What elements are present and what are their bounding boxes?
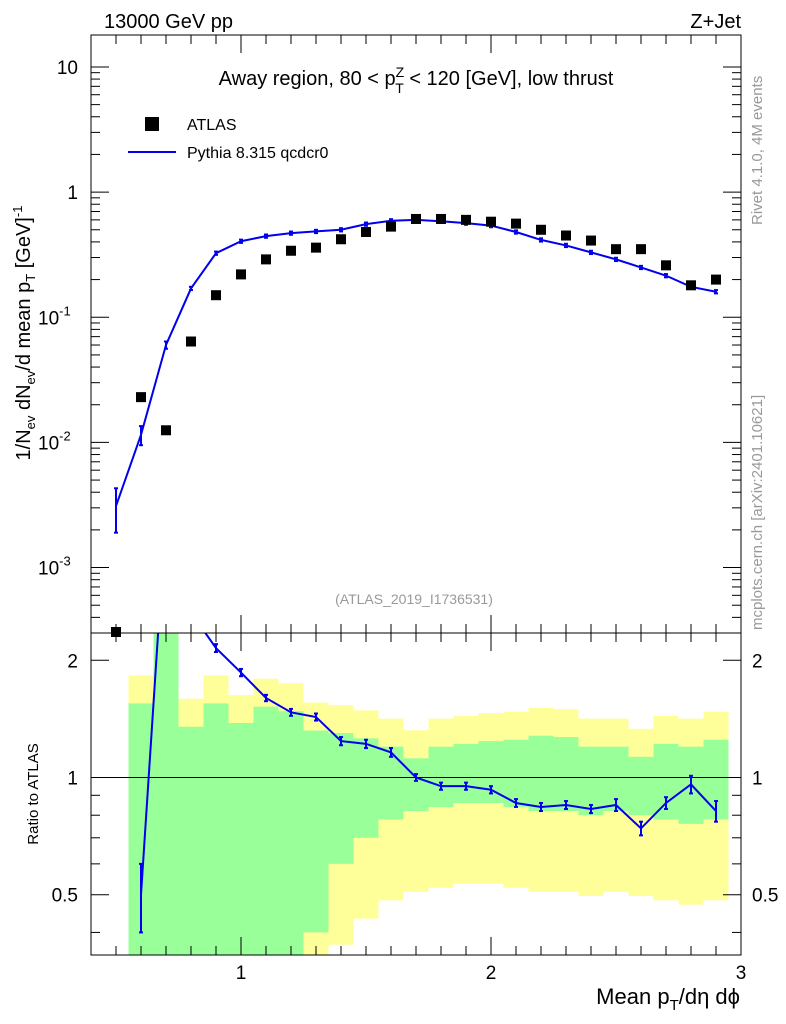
ratio-band-inner	[303, 730, 329, 933]
data-point	[561, 230, 571, 241]
ratio-band-inner	[428, 746, 454, 807]
ratio-y-tick-label-left: 2	[67, 651, 78, 672]
ratio-band-inner	[228, 723, 254, 955]
legend-data-marker	[145, 117, 159, 131]
data-point	[311, 242, 321, 253]
ratio-band-inner	[628, 756, 654, 816]
ratio-y-tick-label-right: 2	[752, 651, 763, 672]
legend-data-label: ATLAS	[187, 117, 237, 134]
data-point	[686, 280, 696, 291]
ratio-band-inner	[503, 739, 529, 807]
ratio-band-inner	[528, 735, 554, 812]
data-point	[186, 336, 196, 347]
data-point	[536, 224, 546, 235]
ratio-panel: 1 2 3 2 2 1 1 0.5 0.5 Ratio to ATLAS	[25, 632, 778, 984]
ratio-band-inner	[553, 737, 579, 812]
data-point	[386, 221, 396, 232]
ratio-band-inner	[153, 633, 179, 955]
ratio-y-axis-label: Ratio to ATLAS	[25, 743, 42, 844]
main-plot-area	[111, 213, 721, 637]
process-label: Z+Jet	[690, 11, 741, 33]
main-axis-ticks: 10 1 10-1 10-2 10-3	[38, 35, 742, 634]
data-point	[711, 274, 721, 285]
data-point	[236, 269, 246, 280]
x-tick-label: 3	[736, 963, 747, 984]
ratio-axis-ticks: 1 2 3 2 2 1 1 0.5 0.5	[52, 633, 778, 984]
rivet-label: Rivet 4.1.0, 4M events	[749, 76, 766, 225]
legend-mc-label: Pythia 8.315 qcdcr0	[187, 145, 329, 162]
x-tick-label: 2	[486, 963, 497, 984]
data-point	[261, 254, 271, 265]
main-y-tick-label: 10	[57, 58, 78, 79]
data-point	[411, 213, 421, 224]
ratio-band-inner	[403, 758, 429, 812]
data-point	[211, 290, 221, 301]
data-point	[136, 392, 146, 403]
ratio-band-outer	[403, 730, 429, 892]
main-y-axis-label: 1/Nev dNev/d mean pT [GeV]-1	[10, 206, 38, 461]
x-axis-label: Mean pT/dη dϕ	[596, 984, 740, 1014]
data-point	[661, 260, 671, 271]
ratio-band-inner	[453, 743, 479, 803]
ratio-mc-line	[140, 633, 717, 895]
data-point	[286, 245, 296, 256]
data-point	[586, 235, 596, 246]
ratio-band-inner	[203, 703, 229, 955]
data-point	[461, 214, 471, 225]
data-point	[511, 218, 521, 229]
data-point	[436, 213, 446, 224]
data-point	[336, 234, 346, 245]
main-y-tick-label: 1	[67, 183, 78, 204]
ratio-y-tick-label-right: 0.5	[752, 886, 778, 907]
ratio-band-inner	[578, 746, 604, 816]
ratio-band-inner	[278, 711, 304, 955]
main-y-tick-label: 10-3	[38, 554, 71, 580]
main-y-tick-label: 10-2	[38, 428, 71, 454]
ratio-band-inner	[178, 726, 204, 955]
data-point	[486, 216, 496, 227]
ratio-band-inner	[253, 706, 279, 955]
data-point	[361, 226, 371, 237]
data-point	[161, 425, 171, 436]
main-panel: 10 1 10-1 10-2 10-3 Away region, 80 < pZ T < …	[10, 34, 742, 637]
energy-label: 13000 GeV pp	[104, 11, 233, 33]
ratio-y-tick-label-right: 1	[752, 768, 763, 789]
ratio-band-inner	[353, 738, 379, 838]
analysis-watermark: (ATLAS_2019_I1736531)	[335, 591, 493, 607]
data-point	[611, 244, 621, 255]
main-y-tick-label: 10-1	[38, 303, 71, 329]
panel-title: Away region, 80 < pZ T < 120 [GeV], low t…	[219, 64, 614, 96]
ratio-band-inner	[378, 746, 404, 820]
x-tick-label: 1	[236, 963, 247, 984]
ratio-plot-area	[91, 633, 741, 955]
mcplots-label: mcplots.cern.ch [arXiv:2401.10621]	[749, 395, 766, 630]
ratio-y-tick-label-left: 0.5	[52, 886, 78, 907]
ratio-band-inner	[328, 733, 354, 864]
data-point	[636, 244, 646, 255]
ratio-y-tick-label-left: 1	[67, 768, 78, 789]
mc-line	[115, 218, 717, 507]
